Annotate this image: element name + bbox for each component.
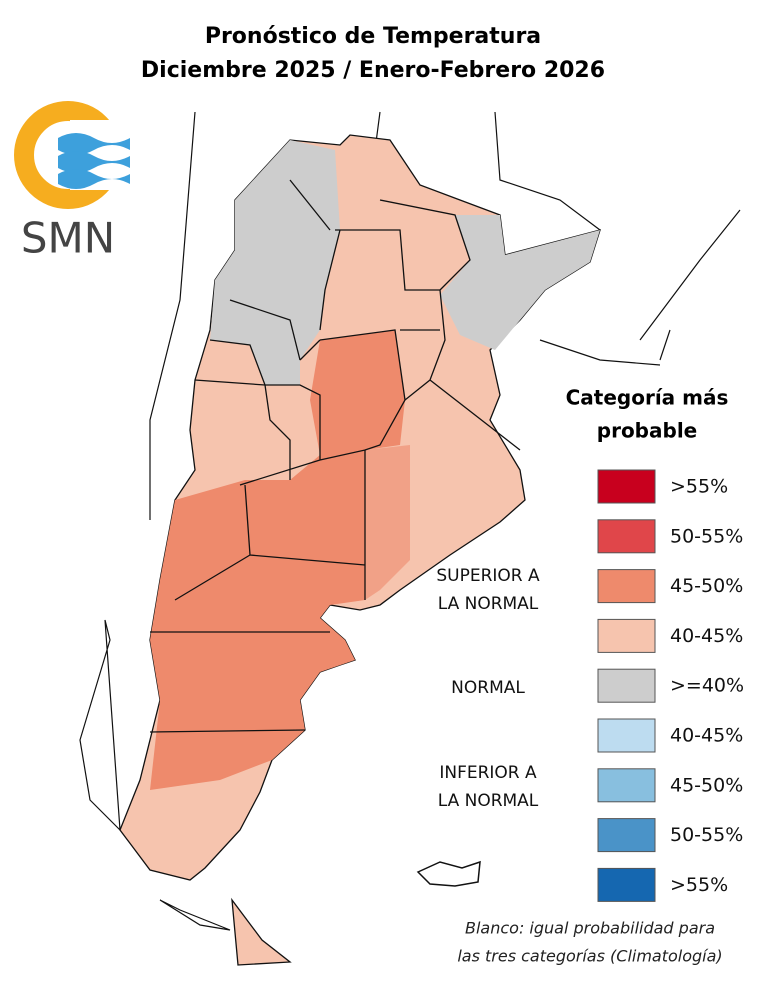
title-line: Pronóstico de Temperatura <box>205 24 541 49</box>
legend: Categoría más probable >55% 50-55% 45-50% 4… <box>436 386 744 902</box>
category-label: INFERIOR A <box>439 763 537 783</box>
category-label: LA NORMAL <box>438 791 539 811</box>
note: las tres categorías (Climatología) <box>457 947 722 966</box>
legend-swatch <box>597 519 656 554</box>
note: Blanco: igual probabilidad para <box>465 919 715 938</box>
legend-label: >55% <box>670 874 728 896</box>
legend-swatch <box>597 469 656 504</box>
map <box>79 111 741 966</box>
legend-title: probable <box>597 419 697 443</box>
legend-title: Categoría más <box>566 386 729 410</box>
legend-label: 50-55% <box>670 525 743 547</box>
category-label: SUPERIOR A <box>436 566 540 586</box>
category-label: NORMAL <box>451 678 525 698</box>
title-line: Diciembre 2025 / Enero-Febrero 2026 <box>141 58 605 83</box>
legend-swatch <box>597 768 656 803</box>
legend-label: 50-55% <box>670 824 743 846</box>
logo: SMN <box>14 101 140 263</box>
logo-text: SMN <box>21 214 115 263</box>
legend-label: >=40% <box>670 675 744 697</box>
legend-swatch <box>597 618 656 653</box>
legend-swatch <box>597 818 656 853</box>
legend-label: >55% <box>670 476 728 498</box>
legend-swatch <box>597 718 656 753</box>
legend-swatch <box>597 867 656 902</box>
legend-label: 40-45% <box>670 625 743 647</box>
legend-label: 45-50% <box>670 774 743 796</box>
legend-swatch <box>597 569 656 604</box>
category-label: LA NORMAL <box>438 594 539 614</box>
legend-label: 40-45% <box>670 725 743 747</box>
legend-swatch <box>597 668 656 703</box>
legend-label: 45-50% <box>670 575 743 597</box>
